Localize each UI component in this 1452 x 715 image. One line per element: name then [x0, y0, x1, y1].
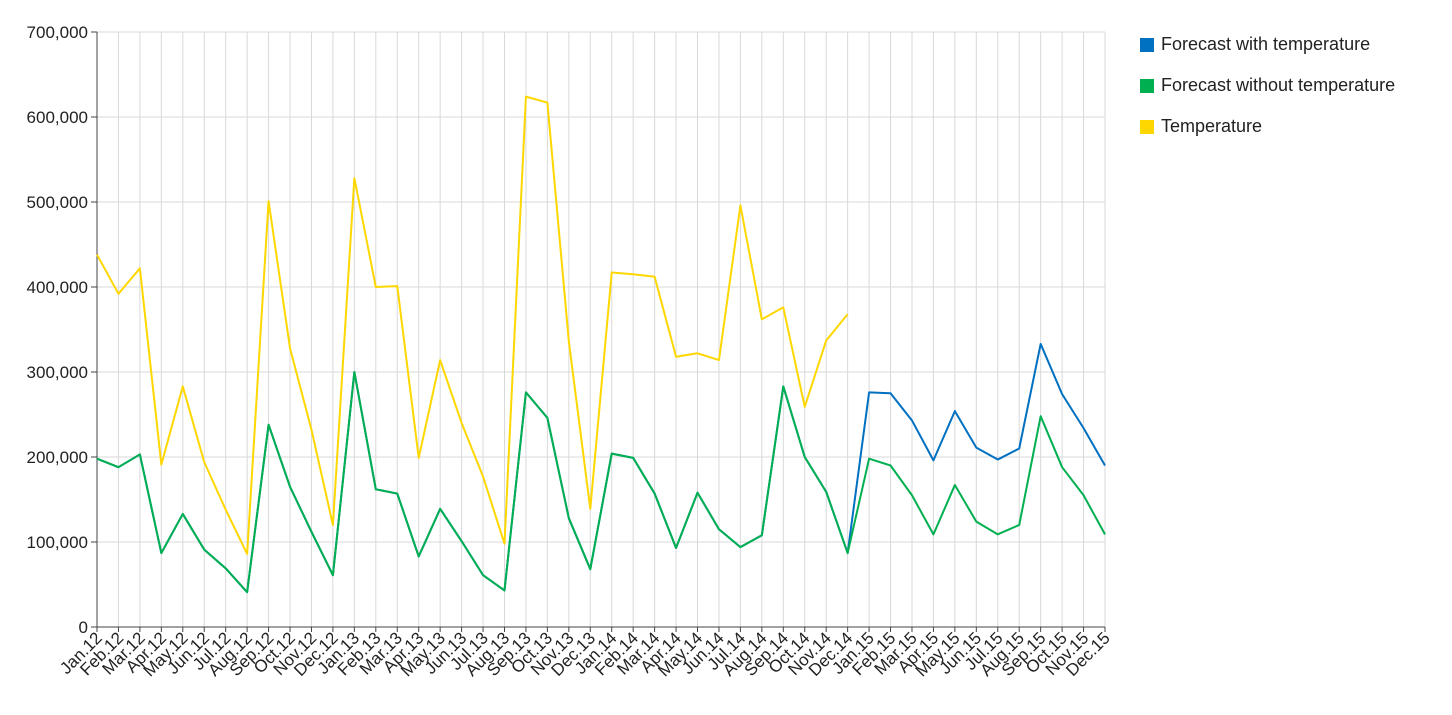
- legend-swatch-temperature: [1140, 119, 1154, 134]
- legend-item-forecast-without-temperature[interactable]: Forecast without temperature: [1140, 65, 1395, 106]
- y-tick-label: 200,000: [27, 448, 88, 467]
- y-tick-label: 300,000: [27, 363, 88, 382]
- y-tick-label: 500,000: [27, 193, 88, 212]
- series-line-temperature: [96, 95, 849, 555]
- legend-label: Forecast with temperature: [1161, 34, 1371, 54]
- legend-swatch-forecast-without-temperature: [1140, 78, 1154, 93]
- y-tick-label: 100,000: [27, 533, 88, 552]
- legend-label: Temperature: [1161, 116, 1263, 136]
- grid-lines: [96, 31, 1106, 628]
- legend-label: Forecast without temperature: [1161, 75, 1396, 95]
- legend: Forecast with temperature Forecast witho…: [1140, 24, 1395, 147]
- series-lines: [96, 95, 1106, 594]
- legend-swatch-forecast-with-temperature: [1140, 37, 1154, 52]
- legend-item-forecast-with-temperature[interactable]: Forecast with temperature: [1140, 24, 1395, 65]
- y-tick-label: 700,000: [27, 23, 88, 42]
- series-line-forecast-without-temperature: [96, 371, 1106, 594]
- legend-item-temperature[interactable]: Temperature: [1140, 106, 1395, 147]
- y-tick-label: 600,000: [27, 108, 88, 127]
- axes: [91, 31, 1106, 632]
- y-tick-label: 400,000: [27, 278, 88, 297]
- y-tick-label: 0: [79, 618, 88, 637]
